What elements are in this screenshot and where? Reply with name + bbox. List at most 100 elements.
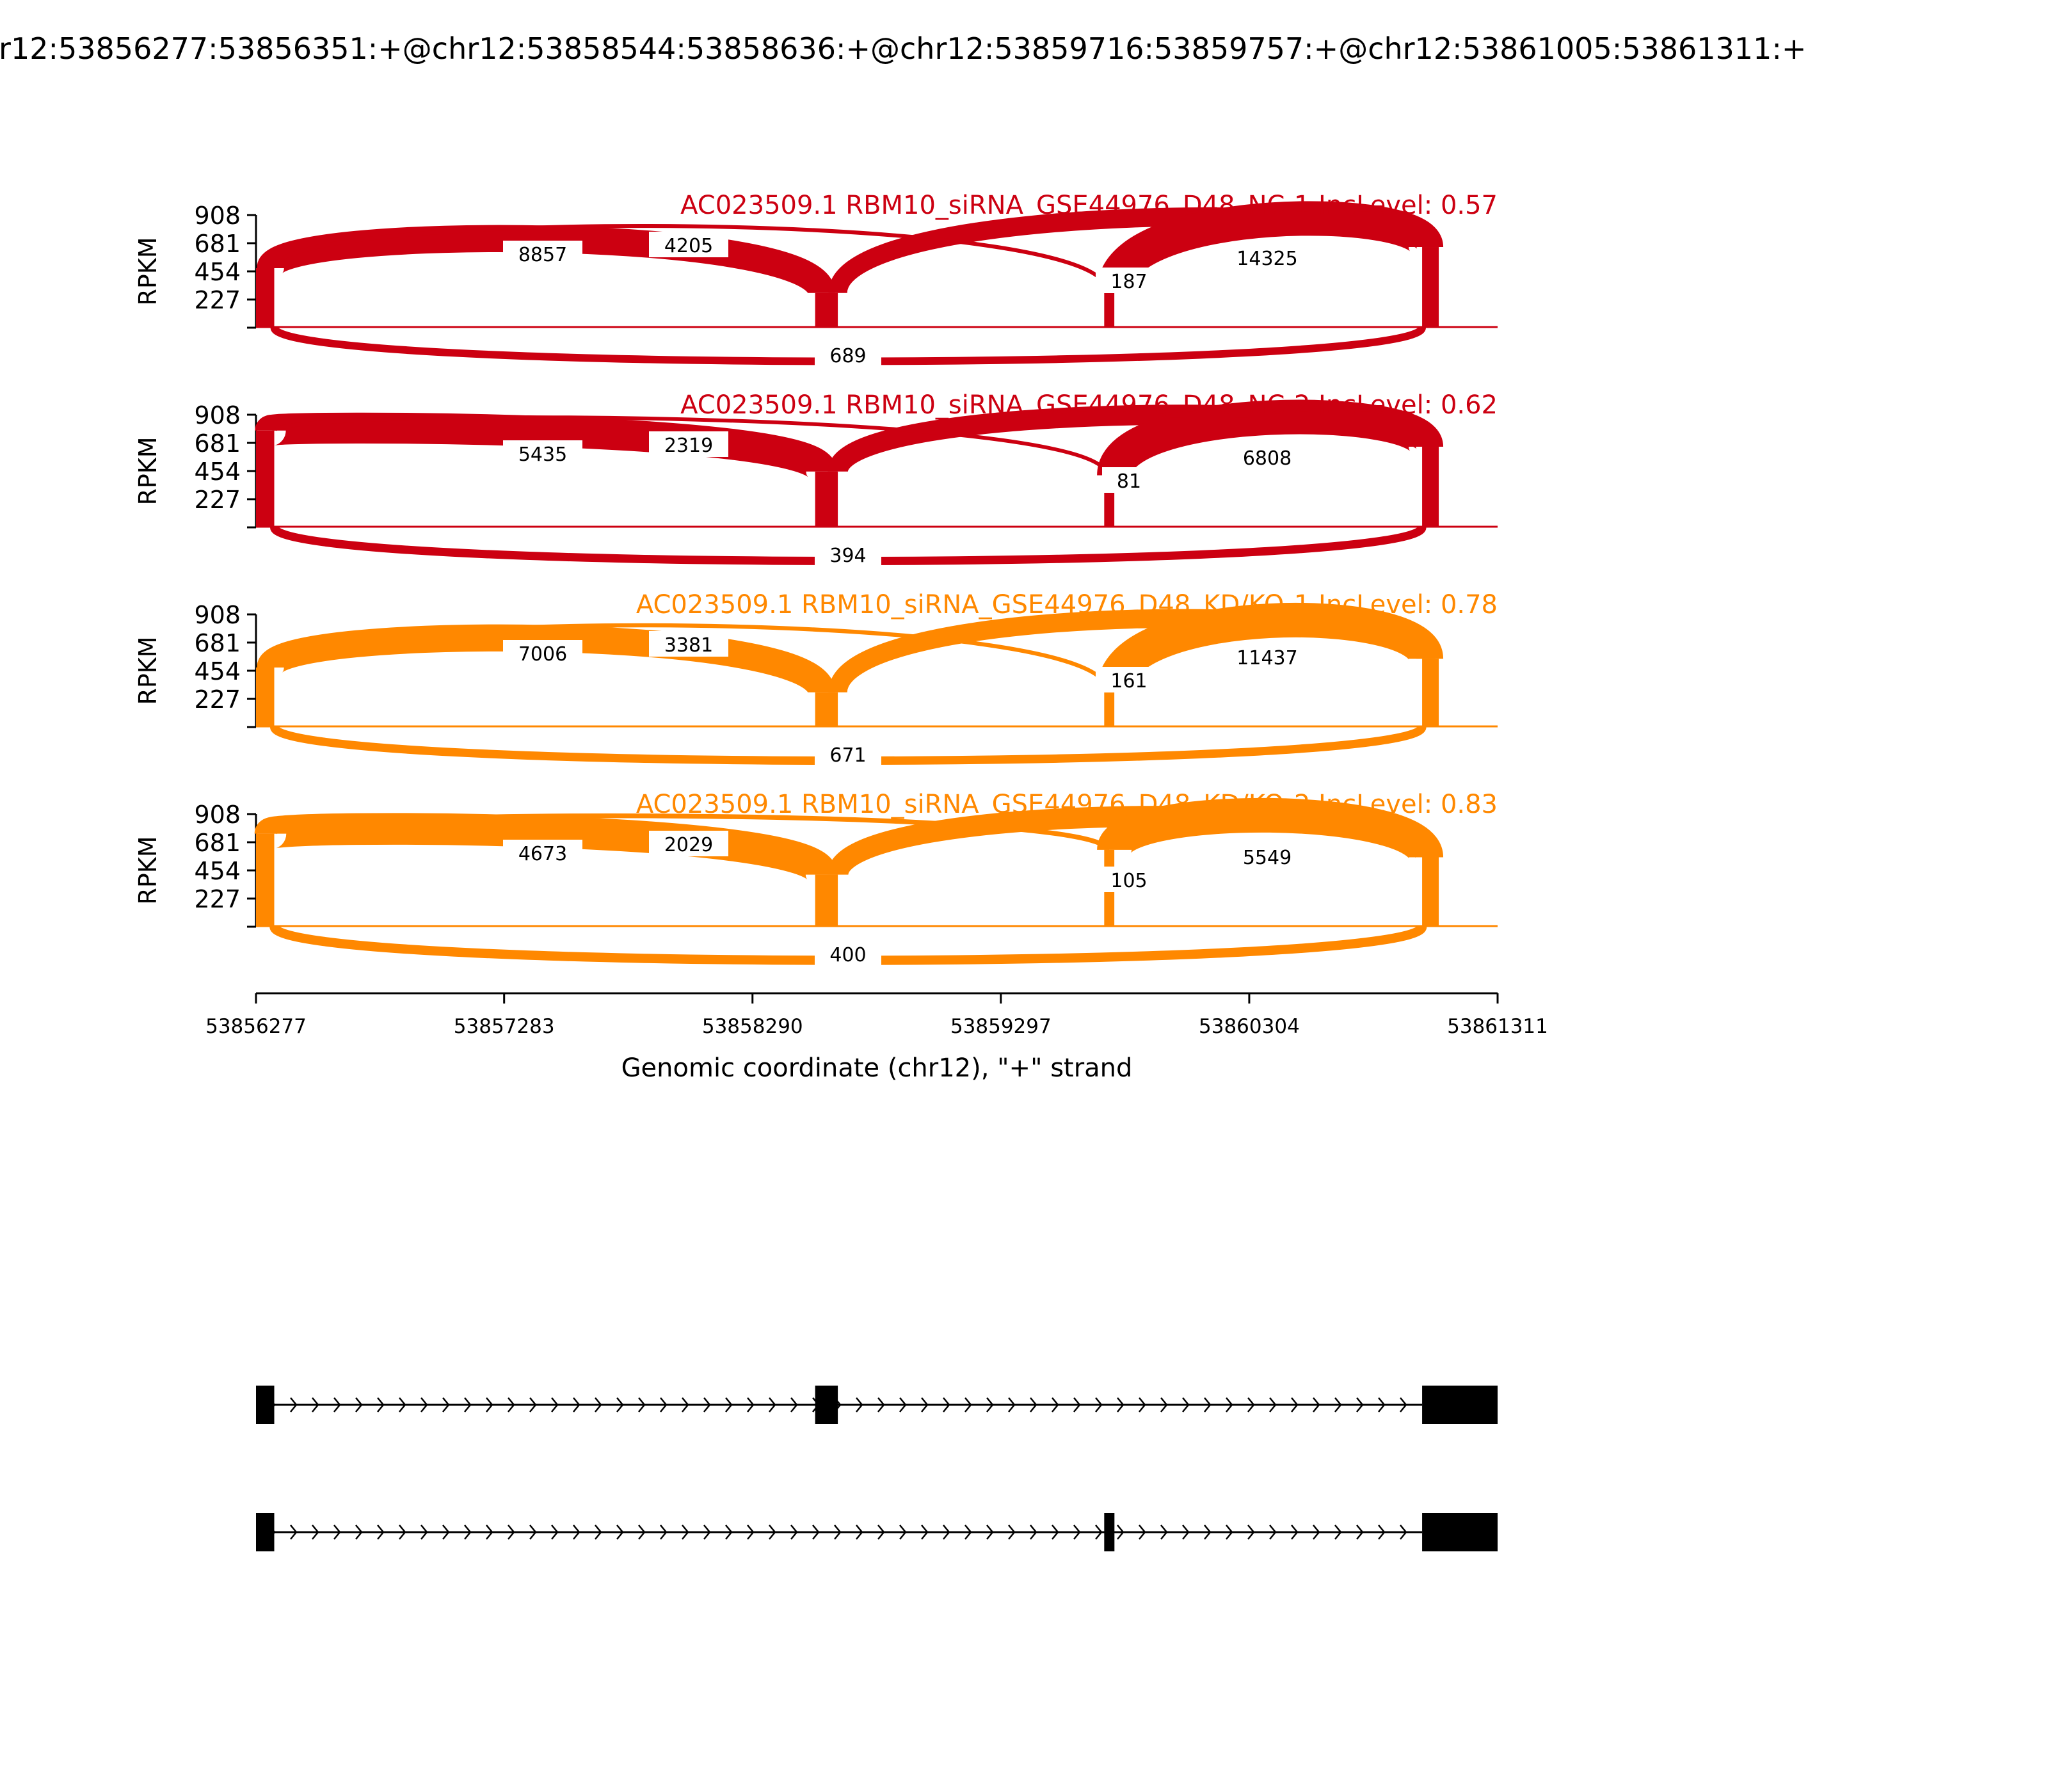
sample-title: AC023509.1 RBM10_siRNA_GSE44976_D48_NC-1… bbox=[680, 191, 1498, 220]
exon-coverage-bar bbox=[815, 692, 838, 727]
strand-arrow bbox=[943, 1524, 950, 1540]
strand-arrow bbox=[1334, 1524, 1342, 1540]
strand-arrow bbox=[1226, 1524, 1233, 1540]
strand-arrow bbox=[529, 1524, 537, 1540]
y-tick-label: 227 bbox=[194, 685, 241, 714]
strand-arrow bbox=[1378, 1524, 1386, 1540]
junction-label-e1_e3: 81 bbox=[1117, 470, 1141, 493]
exon-coverage-bar bbox=[1104, 689, 1115, 727]
junction-label-box bbox=[815, 741, 881, 767]
exon-coverage-bar bbox=[1422, 659, 1439, 727]
junction-label-box bbox=[1221, 644, 1313, 669]
junction-arc-e3_e4 bbox=[1097, 201, 1444, 293]
x-tick-label: 53859297 bbox=[950, 1015, 1052, 1038]
exon-coverage-bar bbox=[256, 833, 275, 927]
strand-arrow bbox=[1139, 1397, 1146, 1412]
exon-block bbox=[815, 1386, 838, 1424]
x-tick-label: 53860304 bbox=[1199, 1015, 1300, 1038]
strand-arrow bbox=[1052, 1397, 1059, 1412]
y-tick-label: 227 bbox=[194, 286, 241, 314]
strand-arrow bbox=[551, 1397, 559, 1412]
strand-arrow bbox=[899, 1397, 907, 1412]
junction-arc-e1_e3 bbox=[272, 623, 1109, 691]
strand-arrow bbox=[464, 1524, 472, 1540]
y-tick-label: 454 bbox=[194, 458, 241, 486]
junction-label-e1_e4: 394 bbox=[829, 545, 866, 567]
junction-label-box bbox=[503, 440, 582, 466]
junction-label-box bbox=[1096, 867, 1162, 892]
strand-arrow bbox=[1095, 1397, 1103, 1412]
strand-arrow bbox=[1204, 1524, 1212, 1540]
strand-arrow bbox=[812, 1524, 820, 1540]
strand-arrow bbox=[682, 1524, 689, 1540]
strand-arrow bbox=[921, 1524, 929, 1540]
strand-arrow bbox=[1117, 1524, 1124, 1540]
exon-coverage-bar bbox=[815, 292, 838, 328]
strand-arrow bbox=[1139, 1524, 1146, 1540]
exon-coverage-bar bbox=[1422, 247, 1439, 328]
junction-label-box bbox=[649, 831, 728, 856]
exon-block bbox=[256, 1386, 275, 1424]
strand-arrow bbox=[1030, 1397, 1037, 1412]
junction-label-box bbox=[503, 241, 582, 266]
x-axis: 53856277 53857283 53858290 53859297 53860304… bbox=[205, 992, 1548, 1083]
strand-arrow bbox=[1269, 1524, 1277, 1540]
strand-arrow bbox=[856, 1397, 863, 1412]
strand-arrow bbox=[508, 1397, 515, 1412]
junction-label-box bbox=[1096, 667, 1162, 692]
junction-label-e3_e4: 14325 bbox=[1236, 248, 1297, 270]
strand-arrow bbox=[333, 1397, 341, 1412]
strand-arrow bbox=[790, 1397, 798, 1412]
junction-label-box bbox=[1228, 844, 1307, 869]
strand-arrow bbox=[1160, 1524, 1168, 1540]
strand-arrow bbox=[508, 1524, 515, 1540]
strand-arrow bbox=[377, 1524, 385, 1540]
strand-arrow bbox=[703, 1397, 711, 1412]
junction-label-e1_e2: 7006 bbox=[518, 643, 567, 666]
strand-arrow bbox=[333, 1524, 341, 1540]
y-tick-label: 454 bbox=[194, 657, 241, 685]
exon-coverage-bar bbox=[1422, 857, 1439, 927]
junction-label-box bbox=[1102, 467, 1156, 493]
x-tick-label: 53861311 bbox=[1447, 1015, 1548, 1038]
x-tick-label: 53858290 bbox=[702, 1015, 803, 1038]
strand-arrow bbox=[769, 1524, 776, 1540]
strand-arrow bbox=[1008, 1524, 1016, 1540]
strand-arrow bbox=[638, 1524, 646, 1540]
strand-arrow bbox=[442, 1397, 450, 1412]
junction-label-box bbox=[1228, 444, 1307, 470]
x-axis-label: Genomic coordinate (chr12), "+" strand bbox=[621, 1053, 1133, 1083]
junction-arc-e1_e3 bbox=[272, 415, 1109, 476]
exon-coverage-bar bbox=[1104, 290, 1115, 328]
junction-label-e1_e3: 161 bbox=[1110, 670, 1147, 692]
junction-arc-e1_e2 bbox=[254, 813, 838, 882]
strand-arrow bbox=[1247, 1397, 1255, 1412]
junction-label-e1_e2: 4673 bbox=[518, 843, 567, 865]
strand-arrow bbox=[1160, 1397, 1168, 1412]
junction-label-box bbox=[649, 232, 728, 257]
strand-arrow bbox=[660, 1524, 668, 1540]
isoform-track-2 bbox=[256, 1513, 1498, 1551]
junction-label-e1_e3: 105 bbox=[1110, 870, 1147, 892]
y-tick-label: 681 bbox=[194, 429, 241, 458]
junction-label-e2_e4: 4205 bbox=[664, 235, 713, 257]
y-tick-label: 908 bbox=[194, 401, 241, 429]
junction-label-e1_e4: 400 bbox=[829, 944, 866, 966]
strand-arrow bbox=[1291, 1524, 1299, 1540]
x-tick-label: 53856277 bbox=[205, 1015, 307, 1038]
strand-arrow bbox=[1378, 1397, 1386, 1412]
junction-label-e2_e4: 3381 bbox=[664, 634, 713, 657]
isoform-tracks bbox=[256, 1386, 1498, 1551]
strand-arrow bbox=[856, 1524, 863, 1540]
y-axis-label: RPKM bbox=[134, 436, 162, 505]
exon-block bbox=[1422, 1513, 1498, 1551]
strand-arrow bbox=[986, 1524, 994, 1540]
strand-arrow bbox=[725, 1524, 733, 1540]
junction-label-box bbox=[815, 941, 881, 966]
exon-block bbox=[1104, 1513, 1115, 1551]
strand-arrow bbox=[1052, 1524, 1059, 1540]
